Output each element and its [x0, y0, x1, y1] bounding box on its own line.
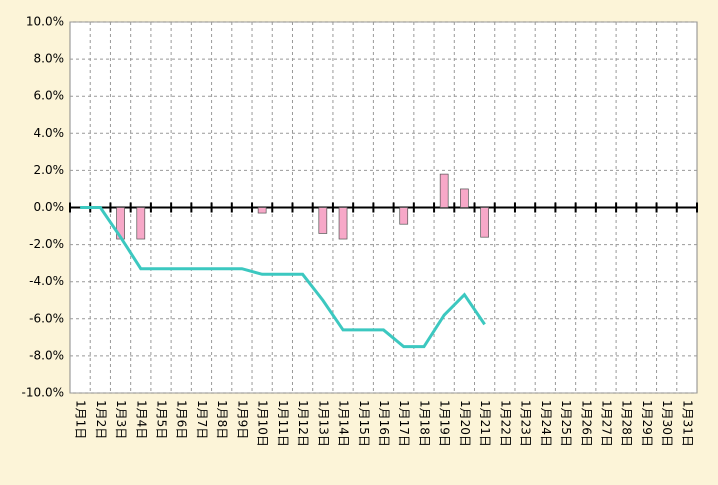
x-tick-label: 1月10日 [256, 400, 270, 447]
x-tick-label: 1月12日 [296, 400, 310, 447]
x-tick-label: 1月6日 [175, 400, 189, 439]
x-tick-label: 1月25日 [559, 400, 573, 447]
x-tick-label: 1月9日 [235, 400, 249, 439]
bar [439, 173, 449, 208]
x-tick-label: 1月4日 [134, 400, 148, 439]
y-tick-label: 4.0% [34, 126, 65, 140]
bar [460, 188, 469, 208]
x-tick-label: 1月24日 [539, 400, 553, 447]
x-tick-label: 1月21日 [478, 400, 492, 447]
x-tick-label: 1月20日 [458, 400, 472, 447]
x-tick-label: 1月23日 [519, 400, 533, 447]
x-tick-label: 1月13日 [316, 400, 330, 447]
y-tick-label: -10.0% [22, 386, 64, 400]
line [80, 206, 486, 349]
x-tick-label: 1月19日 [438, 400, 452, 447]
bar [399, 207, 409, 225]
y-tick-label: -6.0% [29, 311, 64, 325]
x-tick-label: 1月26日 [579, 400, 593, 447]
y-tick-label: 10.0% [26, 15, 64, 29]
x-tick-label: 1月27日 [599, 400, 613, 447]
x-tick-label: 1月5日 [155, 400, 169, 439]
x-tick-label: 1月30日 [660, 400, 674, 447]
bar [480, 207, 489, 238]
x-tick-label: 1月22日 [498, 400, 512, 447]
x-tick-label: 1月28日 [620, 400, 634, 447]
x-tick-label: 1月3日 [114, 400, 128, 439]
y-tick-label: -2.0% [29, 237, 64, 251]
bar [136, 207, 146, 240]
y-tick-label: -8.0% [29, 348, 64, 362]
x-tick-label: 1月7日 [195, 400, 209, 439]
bar [257, 207, 267, 214]
x-tick-label: 1月14日 [337, 400, 351, 447]
x-tick-label: 1月29日 [640, 400, 654, 447]
bar [338, 207, 348, 240]
y-tick-label: 0.0% [34, 200, 65, 214]
y-tick-label: 6.0% [34, 89, 65, 103]
bar [318, 207, 328, 234]
x-tick-label: 1月8日 [215, 400, 229, 439]
x-tick-label: 1月17日 [397, 400, 411, 447]
y-tick-label: -4.0% [29, 274, 64, 288]
x-tick-label: 1月1日 [74, 400, 88, 439]
y-tick-label: 2.0% [34, 163, 65, 177]
x-tick-label: 1月18日 [417, 400, 431, 447]
y-tick-label: 8.0% [34, 52, 65, 66]
x-tick-label: 1月2日 [94, 400, 108, 439]
x-tick-label: 1月15日 [357, 400, 371, 447]
x-tick-label: 1月16日 [377, 400, 391, 447]
x-tick-label: 1月31日 [680, 400, 694, 447]
x-tick-label: 1月11日 [276, 400, 290, 447]
